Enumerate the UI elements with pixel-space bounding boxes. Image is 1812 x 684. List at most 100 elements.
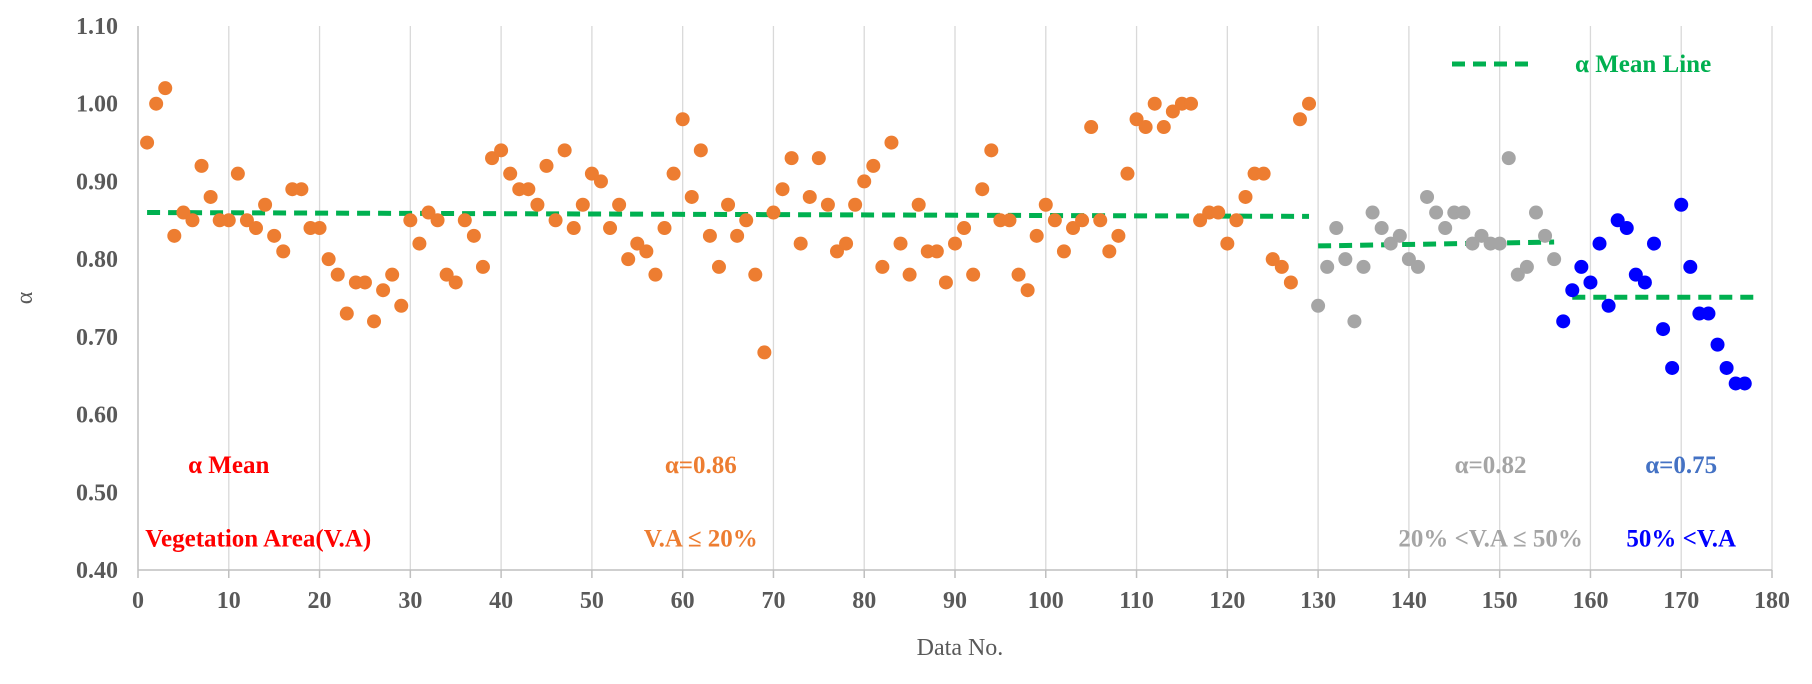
data-point xyxy=(176,205,191,220)
x-tick-label: 70 xyxy=(761,588,785,614)
data-point xyxy=(820,197,835,212)
data-point xyxy=(194,158,209,173)
data-point xyxy=(1111,228,1126,243)
mean-lines xyxy=(147,210,1754,300)
x-tick-label: 50 xyxy=(580,588,604,614)
data-point xyxy=(938,275,953,290)
annotation-alpha-mean-title: α Mean xyxy=(188,452,269,479)
x-tick-label: 80 xyxy=(852,588,876,614)
data-point xyxy=(1574,259,1589,274)
data-point xyxy=(1238,189,1253,204)
data-point xyxy=(385,267,400,282)
data-point xyxy=(1102,244,1117,259)
data-point xyxy=(203,189,218,204)
data-point xyxy=(1011,267,1026,282)
annotation-alpha-086: α=0.86 xyxy=(665,452,737,479)
data-point xyxy=(475,259,490,274)
data-point xyxy=(149,96,164,111)
data-point xyxy=(1193,213,1208,228)
data-point xyxy=(1211,205,1226,220)
data-point xyxy=(639,244,654,259)
annotation-alpha-082: α=0.82 xyxy=(1455,452,1527,479)
data-point xyxy=(1628,267,1643,282)
data-point xyxy=(621,252,636,267)
data-point xyxy=(603,221,618,236)
data-point xyxy=(593,174,608,189)
data-point xyxy=(566,221,581,236)
x-tick-label: 90 xyxy=(943,588,967,614)
data-point xyxy=(557,143,572,158)
data-point xyxy=(802,189,817,204)
mean-line-1 xyxy=(147,210,1310,219)
data-point xyxy=(1229,213,1244,228)
data-point xyxy=(1438,221,1453,236)
data-point xyxy=(457,213,472,228)
annotation-va-20-50: 20% <V.A ≤ 50% xyxy=(1398,526,1582,553)
data-point xyxy=(1129,112,1144,127)
y-tick-label: 1.00 xyxy=(76,92,118,118)
data-point xyxy=(1392,228,1407,243)
data-point xyxy=(711,259,726,274)
data-point xyxy=(1637,275,1652,290)
data-point xyxy=(1519,259,1534,274)
y-tick-label: 0.50 xyxy=(76,480,118,506)
data-point xyxy=(839,236,854,251)
data-point xyxy=(1066,221,1081,236)
data-point xyxy=(494,143,509,158)
data-point xyxy=(421,205,436,220)
data-point xyxy=(1093,213,1108,228)
data-point xyxy=(1038,197,1053,212)
data-point xyxy=(1701,306,1716,321)
data-point xyxy=(630,236,645,251)
data-point xyxy=(312,221,327,236)
x-tick-label: 110 xyxy=(1119,588,1154,614)
data-point xyxy=(357,275,372,290)
data-point xyxy=(1410,259,1425,274)
data-point xyxy=(966,267,981,282)
data-point xyxy=(739,213,754,228)
data-point xyxy=(612,197,627,212)
y-tick-label: 0.80 xyxy=(76,247,118,273)
data-point xyxy=(1683,259,1698,274)
data-point xyxy=(1383,236,1398,251)
data-point xyxy=(1456,205,1471,220)
data-point xyxy=(684,189,699,204)
x-tick-label: 140 xyxy=(1391,588,1427,614)
data-point xyxy=(1565,283,1580,298)
data-point xyxy=(929,244,944,259)
data-point xyxy=(321,252,336,267)
data-point xyxy=(1665,360,1680,375)
data-point xyxy=(485,151,500,166)
data-point xyxy=(748,267,763,282)
x-tick-label: 120 xyxy=(1209,588,1245,614)
data-point xyxy=(884,135,899,150)
data-point xyxy=(1020,283,1035,298)
data-point xyxy=(766,205,781,220)
data-point xyxy=(1556,314,1571,329)
data-point xyxy=(1220,236,1235,251)
y-tick-label: 0.60 xyxy=(76,403,118,429)
mean-line-2 xyxy=(1318,239,1555,249)
data-point xyxy=(1719,360,1734,375)
data-point xyxy=(1492,236,1507,251)
axes: 0 10 20 30 40 50 60 70 80 90 100 110 120 130 140 150 160… xyxy=(76,14,1790,614)
y-tick-label: 0.40 xyxy=(76,558,118,584)
data-point xyxy=(430,213,445,228)
x-tick-label: 160 xyxy=(1572,588,1608,614)
data-point xyxy=(948,236,962,251)
data-point xyxy=(249,221,264,236)
data-point xyxy=(1184,96,1199,111)
data-point xyxy=(1147,96,1162,111)
data-point xyxy=(466,228,481,243)
data-point xyxy=(521,182,536,197)
data-point xyxy=(784,151,799,166)
annotation-alpha-075: α=0.75 xyxy=(1645,452,1717,479)
data-point xyxy=(258,197,273,212)
data-point xyxy=(239,213,254,228)
data-point xyxy=(1056,244,1071,259)
data-point xyxy=(1075,213,1090,228)
data-point xyxy=(857,174,872,189)
annotation-va-gt-50: 50% <V.A xyxy=(1626,526,1736,553)
data-point xyxy=(1710,337,1725,352)
